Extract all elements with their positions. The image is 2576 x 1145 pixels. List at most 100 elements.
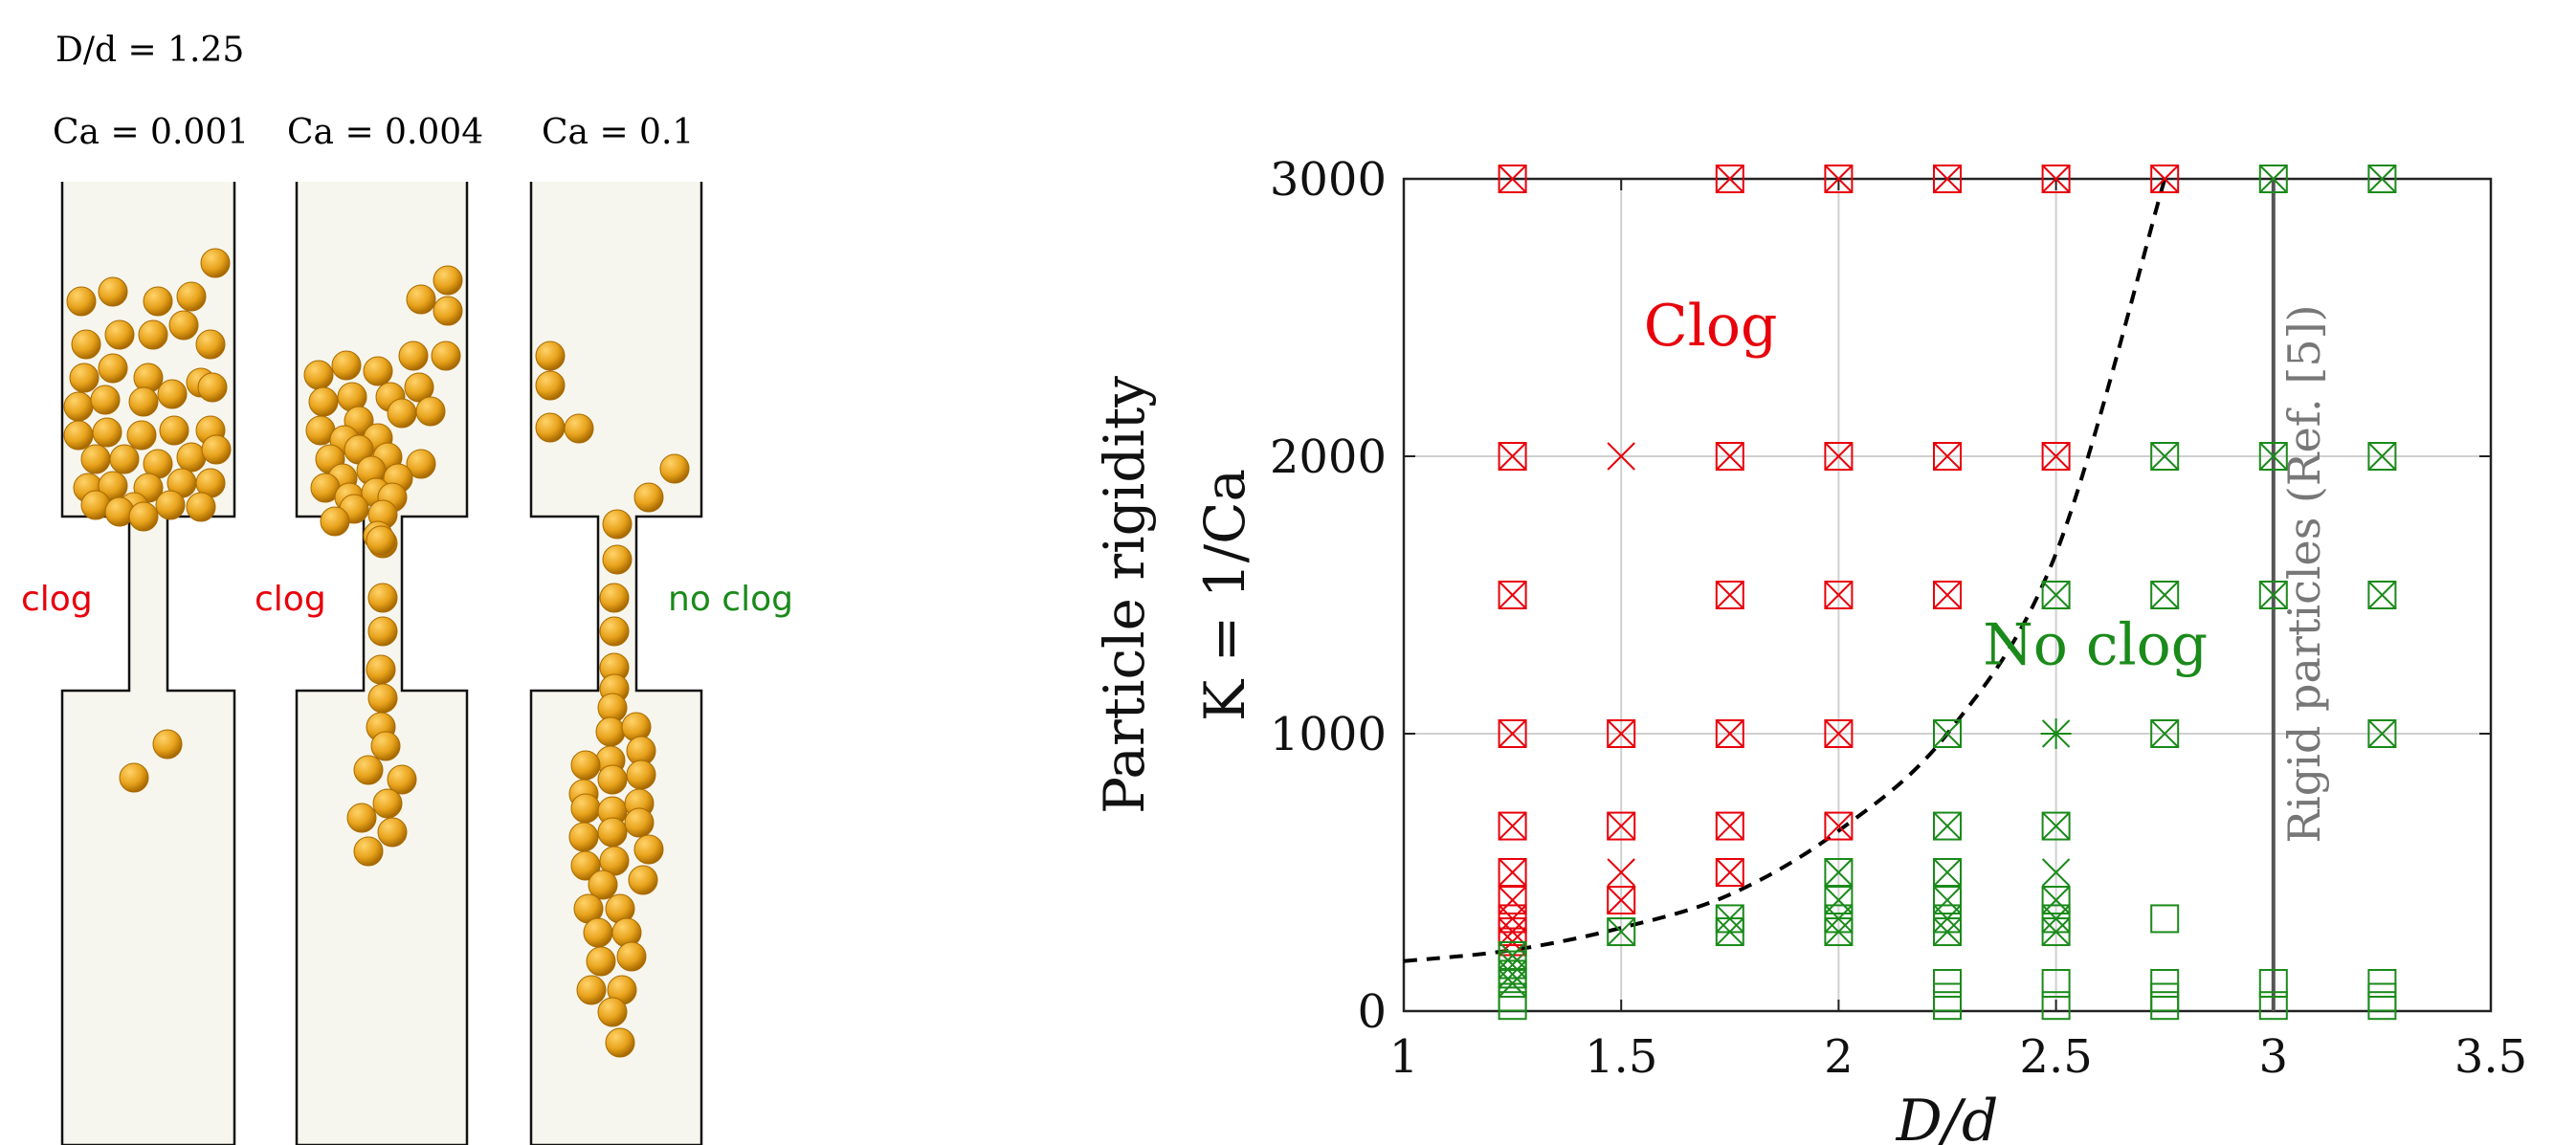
marker-clog (1498, 858, 1527, 887)
outcome-label-2: clog (255, 580, 326, 619)
outcome-label-1: clog (21, 580, 93, 619)
y-tick-label: 0 (1357, 985, 1387, 1039)
marker-no-clog (2258, 442, 2288, 471)
particle (201, 434, 232, 465)
particle (602, 509, 633, 539)
particle (320, 506, 350, 537)
marker-no-clog (2040, 718, 2072, 749)
marker-no-clog (2367, 719, 2397, 748)
particle (353, 836, 384, 867)
marker-no-clog (2258, 165, 2288, 193)
marker-clog (1498, 581, 1527, 609)
x-tick-label: 3 (2259, 1030, 2289, 1084)
particle (353, 755, 384, 785)
particle (367, 616, 398, 647)
x-tick-label: 1 (1389, 1030, 1419, 1084)
marker-no-clog (2150, 904, 2180, 934)
y-tick-label: 1000 (1270, 708, 1387, 761)
particle (128, 386, 159, 417)
outcome-label-3: no clog (668, 580, 793, 619)
particle (346, 803, 377, 833)
marker-clog (1715, 858, 1744, 887)
particle (176, 281, 207, 312)
marker-no-clog (1933, 719, 1962, 748)
marker-no-clog (2258, 991, 2288, 1021)
particle (597, 997, 628, 1027)
marker-clog (1607, 442, 1635, 471)
marker-clog (1498, 165, 1527, 193)
marker-no-clog (2041, 969, 2071, 998)
marker-no-clog (2150, 719, 2180, 748)
marker-no-clog (2041, 917, 2071, 947)
particle (157, 379, 188, 409)
marker-clog (1498, 811, 1527, 841)
particle (599, 616, 630, 647)
particle (71, 329, 101, 360)
y-tick-label: 3000 (1270, 153, 1387, 207)
marker-clog (1607, 858, 1635, 887)
particle (398, 341, 429, 371)
particle (599, 846, 630, 876)
marker-no-clog (2150, 442, 2180, 471)
marker-clog (1933, 165, 1962, 193)
particle (66, 286, 97, 317)
particle (433, 296, 463, 326)
marker-no-clog (2367, 442, 2397, 471)
marker-no-clog (2258, 581, 2288, 609)
marker-clog (1824, 811, 1854, 841)
particle (92, 417, 122, 448)
marker-clog (2041, 442, 2071, 471)
particle (159, 415, 189, 446)
marker-no-clog (1824, 858, 1854, 887)
y-tick-label: 2000 (1270, 430, 1387, 484)
marker-clog (1824, 165, 1854, 193)
marker-no-clog (2150, 581, 2180, 609)
particle (564, 413, 594, 444)
particle (186, 492, 216, 522)
marker-clog (1607, 886, 1636, 914)
particle (628, 865, 658, 895)
marker-no-clog (1933, 811, 1962, 841)
particle (570, 850, 601, 881)
particle (586, 946, 616, 977)
particle (535, 370, 566, 401)
particle (377, 817, 408, 848)
marker-no-clog (2041, 858, 2071, 887)
particle (370, 731, 401, 761)
particle (605, 1027, 635, 1058)
particle (126, 420, 157, 451)
marker-no-clog (2041, 581, 2071, 609)
marker-clog (1824, 719, 1854, 748)
particle (69, 363, 100, 393)
marker-no-clog (2041, 811, 2071, 841)
particle (367, 583, 398, 613)
particle (104, 319, 135, 350)
region-label-no-clog: No clog (1983, 612, 2208, 679)
particle (404, 372, 434, 403)
marker-clog (1715, 442, 1744, 471)
marker-no-clog (2041, 991, 2071, 1021)
marker-clog (2041, 165, 2071, 193)
marker-no-clog (1498, 991, 1527, 1021)
marker-clog (1715, 719, 1744, 748)
marker-clog (1715, 581, 1744, 609)
marker-clog (1607, 719, 1636, 748)
particle (633, 834, 664, 865)
marker-clog (1715, 165, 1744, 193)
marker-no-clog (2150, 991, 2180, 1021)
region-label-clog: Clog (1644, 293, 1778, 360)
particle (535, 341, 566, 371)
particle (624, 807, 655, 838)
particle (363, 356, 393, 386)
x-axis-label: D/d (1896, 1088, 1999, 1145)
ratio-label: D/d = 1.25 (56, 31, 245, 70)
marker-clog (1498, 442, 1527, 471)
particle (155, 490, 186, 520)
y-axis-label-line2: K = 1/Ca (1192, 469, 1257, 721)
particle (433, 265, 463, 296)
marker-clog (2150, 165, 2180, 193)
marker-no-clog (1715, 917, 1744, 947)
marker-no-clog (2367, 991, 2397, 1021)
rigid-particles-label: Rigid particles (Ref. [5]) (2278, 304, 2330, 843)
